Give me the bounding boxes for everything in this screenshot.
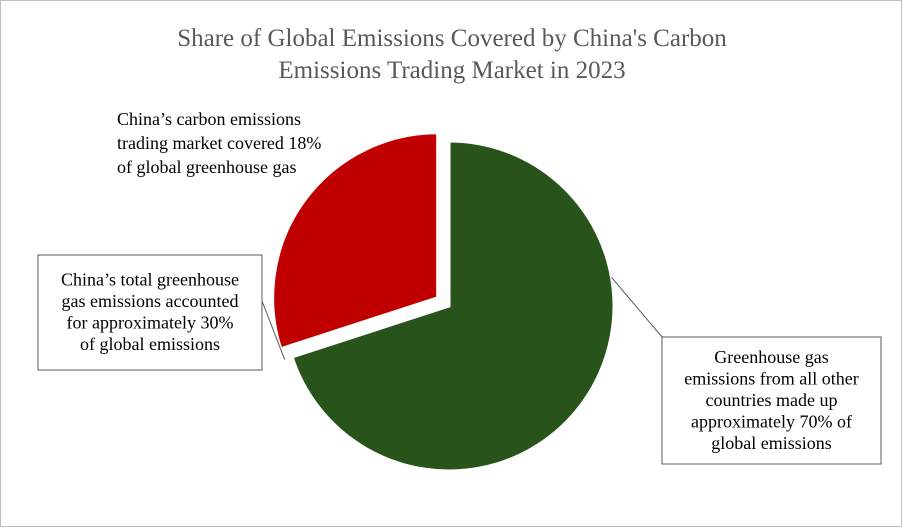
callout-label-line: approximately 70% of: [691, 411, 852, 431]
annotation: China’s carbon emissions trading market c…: [117, 109, 321, 177]
callout-label-line: gas emissions accounted: [62, 291, 239, 311]
annotation-line: of global greenhouse gas: [117, 157, 296, 177]
callout-label-line: countries made up: [706, 390, 838, 410]
chart-title-line: Emissions Trading Market in 2023: [278, 57, 625, 84]
callout-box: [37, 254, 263, 371]
leader-line: [261, 300, 286, 360]
callout-label-line: for approximately 30%: [67, 313, 234, 333]
pie-slice-china: [271, 131, 440, 351]
annotation-line: China’s carbon emissions: [117, 109, 301, 129]
chart-title: Share of Global Emissions Covered by Chi…: [177, 25, 727, 84]
callout-label-line: China’s total greenhouse: [61, 270, 239, 290]
callout-label-line: Greenhouse gas: [714, 347, 828, 367]
callout-box: [661, 336, 882, 465]
pie-slices: [271, 131, 616, 473]
pie-slice-other: [290, 139, 616, 473]
callout-label-line: global emissions: [711, 433, 832, 453]
annotation-line: trading market covered 18%: [117, 133, 321, 153]
leader-line: [611, 277, 663, 338]
chart-title-line: Share of Global Emissions Covered by Chi…: [177, 25, 727, 52]
callout-label-line: of global emissions: [80, 334, 220, 354]
callout-label-line: emissions from all other: [684, 368, 858, 388]
